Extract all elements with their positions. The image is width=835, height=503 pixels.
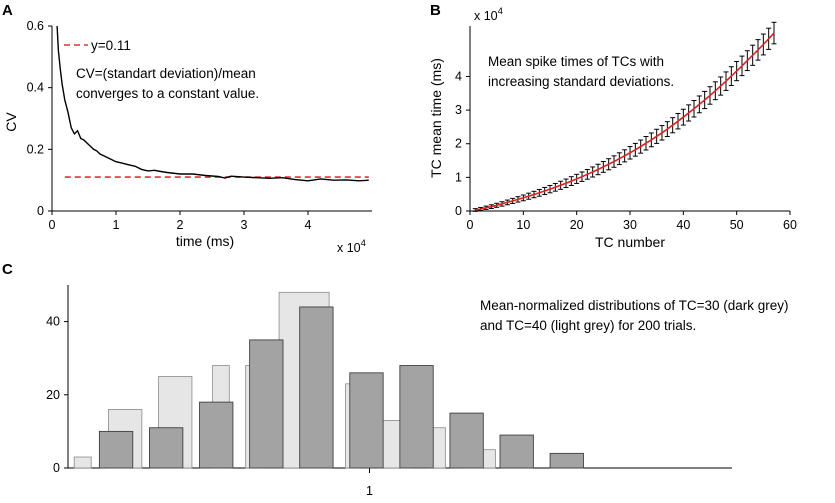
chart-c-bar-dark [98, 430, 134, 469]
chart-b-x-tick-label: 40 [676, 218, 690, 232]
chart-a-y-tick-label: 0.2 [27, 142, 44, 156]
chart-a-ticks: 0 1 2 3 4 0 0.2 0.4 0.6 [27, 19, 312, 232]
chart-c-annotation-line1: Mean-normalized distributions of TC=30 (… [480, 298, 789, 313]
chart-c-marks [73, 291, 584, 469]
panel-label-a: A [2, 2, 13, 19]
chart-b-mean-line [475, 32, 775, 211]
chart-b-x-tick-label: 10 [516, 218, 530, 232]
chart-a-x-exponent-base: x 10 [337, 241, 361, 255]
chart-a-y-tick-label: 0 [37, 204, 44, 218]
chart-a-marks [56, 25, 369, 182]
chart-c-y-tick-label: 20 [46, 388, 60, 402]
chart-a-legend-label: y=0.11 [91, 38, 131, 53]
chart-a-x-tick-label: 3 [241, 218, 248, 232]
chart-b-ylabel: TC mean time (ms) [428, 58, 444, 178]
chart-b-y-tick-label: 4 [455, 69, 462, 83]
chart-b-ticks: 0 10 20 30 40 50 60 0 1 2 3 4 [455, 69, 797, 232]
chart-a-x-tick-label: 4 [305, 218, 312, 232]
chart-b-y-exponent-base: x 10 [474, 9, 498, 23]
chart-a-ylabel: CV [3, 112, 19, 132]
chart-c: 0 20 40 1 Mean-normalized distributions of … [46, 285, 789, 498]
chart-a-cv-line [56, 25, 369, 182]
chart-a-x-exponent-power: 4 [361, 238, 366, 249]
chart-a-y-tick-label: 0.6 [27, 19, 44, 33]
chart-c-bar-dark [499, 434, 534, 469]
chart-b-x-tick-label: 30 [623, 218, 637, 232]
chart-b-x-tick-label: 60 [783, 218, 797, 232]
chart-c-bar-dark [399, 365, 434, 469]
chart-b-y-tick-label: 0 [455, 204, 462, 218]
panel-label-b: B [430, 2, 441, 19]
chart-a: 0 1 2 3 4 0 0.2 0.4 0.6 y=0.11 CV=(standart devi… [3, 19, 372, 255]
chart-c-bar-dark [549, 452, 584, 469]
chart-a-x-exponent: x 104 [337, 238, 366, 255]
chart-a-x-tick-label: 0 [49, 218, 56, 232]
chart-c-ticks: 0 20 40 1 [46, 315, 373, 498]
chart-b-y-exponent: x 104 [474, 6, 503, 23]
chart-b-y-tick-label: 2 [455, 137, 462, 151]
chart-a-xlabel: time (ms) [176, 233, 234, 249]
chart-c-bar-dark [349, 372, 384, 469]
chart-b-x-tick-label: 0 [467, 218, 474, 232]
chart-a-x-tick-label: 2 [177, 218, 184, 232]
chart-c-bar-light [73, 456, 92, 469]
panel-label-c: C [2, 261, 13, 278]
chart-c-bar-dark [249, 339, 284, 469]
chart-b-y-tick-label: 3 [455, 103, 462, 117]
chart-b-xlabel: TC number [595, 234, 665, 250]
chart-b-y-exponent-power: 4 [498, 6, 503, 17]
chart-a-annotation-line1: CV=(standart deviation)/mean [76, 66, 256, 81]
chart-b-annotation-line1: Mean spike times of TCs with [488, 54, 664, 69]
chart-c-bar-dark [449, 412, 484, 469]
chart-b-x-tick-label: 20 [570, 218, 584, 232]
chart-c-y-tick-label: 0 [53, 461, 60, 475]
chart-b-y-tick-label: 1 [455, 170, 462, 184]
chart-a-y-tick-label: 0.4 [27, 81, 44, 95]
chart-c-annotation-line2: and TC=40 (light grey) for 200 trials. [480, 318, 696, 333]
chart-b-annotation-line2: increasing standard deviations. [488, 74, 674, 89]
chart-b-x-tick-label: 50 [730, 218, 744, 232]
chart-c-bar-dark [149, 427, 184, 469]
chart-c-bar-dark [299, 306, 334, 469]
chart-c-y-tick-label: 40 [46, 315, 60, 329]
chart-b-marks [472, 21, 777, 212]
chart-c-x-tick-label: 1 [366, 484, 373, 498]
chart-c-bar-dark [199, 401, 234, 469]
chart-a-annotation-line2: converges to a constant value. [76, 86, 259, 101]
chart-a-x-tick-label: 1 [113, 218, 120, 232]
